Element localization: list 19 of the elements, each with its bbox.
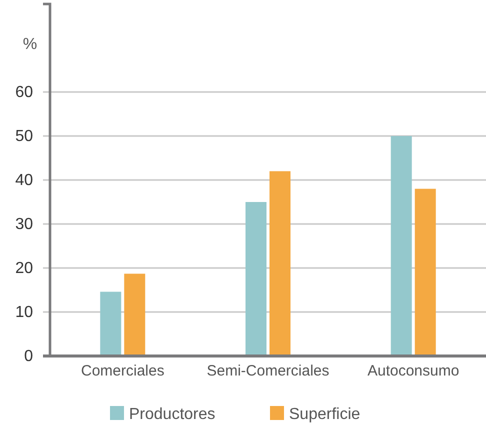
y-axis-title: % bbox=[22, 36, 38, 53]
bar bbox=[270, 171, 290, 356]
legend-label: Productores bbox=[129, 406, 216, 423]
x-tick-label: Autoconsumo bbox=[367, 362, 460, 380]
bar bbox=[414, 188, 436, 356]
legend-label: Superficie bbox=[289, 406, 360, 423]
y-tick-label: 60 bbox=[15, 84, 34, 102]
y-tick-label: 50 bbox=[15, 128, 34, 146]
bar bbox=[246, 202, 266, 356]
bar bbox=[100, 292, 122, 356]
y-tick-label: 30 bbox=[15, 216, 34, 234]
y-tick-label: 10 bbox=[15, 304, 34, 322]
x-tick-label: Comerciales bbox=[80, 362, 164, 380]
bar bbox=[124, 274, 146, 356]
y-tick-label: 0 bbox=[24, 348, 34, 366]
x-tick-label: Semi-Comerciales bbox=[206, 362, 330, 380]
bar bbox=[390, 136, 412, 356]
y-tick-label: 20 bbox=[15, 260, 34, 278]
y-tick-label: 40 bbox=[15, 172, 34, 190]
